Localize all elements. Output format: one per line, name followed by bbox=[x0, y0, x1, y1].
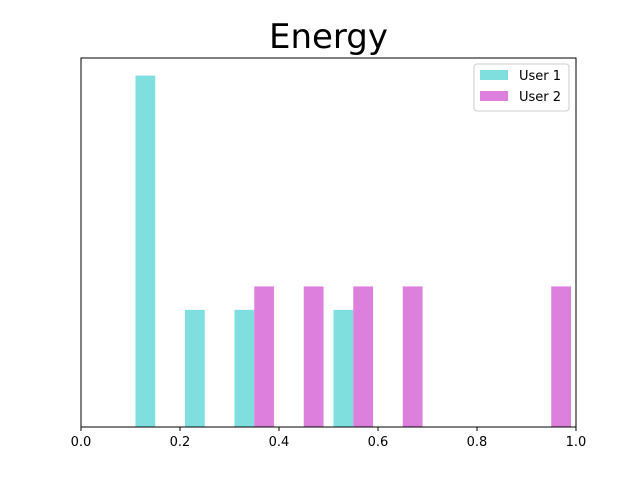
bar-series-1-3 bbox=[234, 309, 255, 427]
chart-title: Energy bbox=[269, 17, 388, 57]
bars-group bbox=[135, 75, 572, 427]
legend-swatch-2 bbox=[480, 91, 508, 101]
x-tick-label: 0.8 bbox=[467, 435, 488, 450]
x-tick-label: 0.2 bbox=[170, 435, 191, 450]
bar-series-2-5 bbox=[551, 286, 572, 427]
legend: User 1 User 2 bbox=[473, 63, 570, 112]
bar-series-1-4 bbox=[333, 309, 354, 427]
plot-frame bbox=[80, 57, 577, 428]
bar-series-2-2 bbox=[303, 286, 324, 427]
bar-series-1-2 bbox=[184, 309, 205, 427]
legend-label-2: User 2 bbox=[519, 90, 561, 105]
bar-series-2-1 bbox=[254, 286, 275, 427]
x-tick-label: 0.6 bbox=[368, 435, 389, 450]
legend-swatch-1 bbox=[480, 70, 508, 80]
x-tick-label: 1.0 bbox=[566, 435, 587, 450]
x-axis: 0.0 0.2 0.4 0.6 0.8 1.0 bbox=[71, 427, 587, 450]
legend-label-1: User 1 bbox=[519, 69, 561, 84]
bar-series-2-3 bbox=[353, 286, 374, 427]
bar-series-1-1 bbox=[135, 75, 156, 427]
x-tick-label: 0.4 bbox=[269, 435, 290, 450]
bar-series-2-4 bbox=[402, 286, 423, 427]
x-tick-label: 0.0 bbox=[71, 435, 92, 450]
